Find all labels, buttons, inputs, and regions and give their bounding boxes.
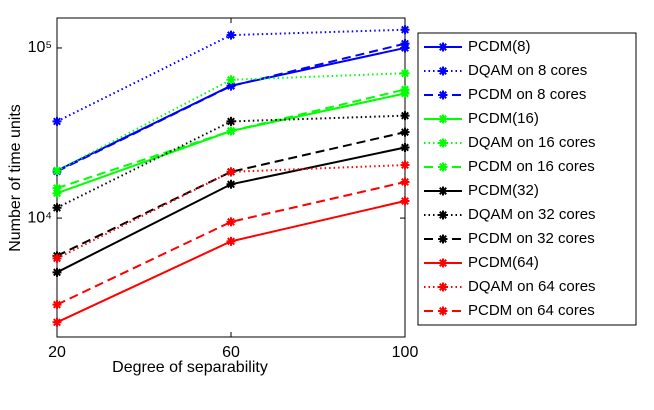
series — [52, 39, 410, 176]
legend-label: DQAM on 64 cores — [468, 278, 596, 295]
x-tick-label: 60 — [222, 344, 240, 361]
marker — [226, 179, 236, 189]
marker — [226, 75, 236, 85]
series — [52, 84, 410, 193]
series — [52, 142, 410, 277]
y-tick-label: 10⁴ — [27, 209, 52, 226]
marker — [52, 267, 62, 277]
legend-label: PCDM(64) — [468, 254, 539, 271]
marker — [52, 253, 62, 263]
legend-marker — [438, 282, 448, 292]
series-line — [56, 42, 406, 173]
x-tick-label: 20 — [48, 344, 66, 361]
legend-label: DQAM on 16 cores — [468, 134, 596, 151]
legend-marker — [438, 66, 448, 76]
legend-label: PCDM(32) — [468, 182, 539, 199]
legend-marker — [438, 114, 448, 124]
marker — [226, 217, 236, 227]
plot-area — [56, 17, 406, 338]
series-line — [56, 46, 406, 172]
series — [52, 43, 410, 176]
series — [52, 25, 410, 126]
marker — [400, 160, 410, 170]
marker — [52, 116, 62, 126]
series — [52, 177, 410, 310]
series — [52, 196, 410, 327]
series — [52, 160, 410, 263]
legend-marker — [438, 258, 448, 268]
legend-label: PCDM(16) — [468, 110, 539, 127]
legend-label: DQAM on 32 cores — [468, 206, 596, 223]
x-axis-label: Degree of separability — [112, 359, 268, 376]
legend-label: PCDM on 32 cores — [468, 230, 595, 247]
legend: PCDM(8) DQAM on 8 cores PCDM on 8 cores PCD… — [417, 32, 637, 326]
marker — [400, 84, 410, 94]
y-tick-label: 10⁵ — [28, 39, 52, 56]
marker — [52, 203, 62, 213]
marker — [400, 111, 410, 121]
legend-box — [417, 32, 637, 326]
marker — [226, 167, 236, 177]
series — [52, 68, 410, 176]
marker — [226, 81, 236, 91]
series-line — [56, 181, 406, 306]
marker — [52, 188, 62, 198]
legend-marker — [438, 42, 448, 52]
legend-label: DQAM on 8 cores — [468, 62, 587, 79]
x-tick-label: 100 — [392, 344, 419, 361]
marker — [400, 142, 410, 152]
marker — [226, 116, 236, 126]
legend-label: PCDM on 64 cores — [468, 302, 595, 319]
marker — [400, 127, 410, 137]
legend-label: PCDM(8) — [468, 38, 531, 55]
marker — [400, 68, 410, 78]
marker — [52, 166, 62, 176]
series-line — [56, 131, 406, 257]
legend-label: PCDM on 16 cores — [468, 158, 595, 175]
marker — [226, 236, 236, 246]
legend-marker — [438, 234, 448, 244]
marker — [52, 183, 62, 193]
marker — [400, 177, 410, 187]
series — [52, 111, 410, 213]
legend-label: PCDM on 8 cores — [468, 86, 586, 103]
marker — [400, 196, 410, 206]
legend-marker — [438, 138, 448, 148]
marker — [400, 25, 410, 35]
legend-marker — [438, 90, 448, 100]
marker — [400, 39, 410, 49]
marker — [226, 30, 236, 40]
y-axis-label: Number of time units — [7, 104, 24, 252]
marker — [226, 126, 236, 136]
legend-marker — [438, 306, 448, 316]
marker — [52, 300, 62, 310]
legend-marker — [438, 162, 448, 172]
legend-marker — [438, 210, 448, 220]
marker — [52, 317, 62, 327]
legend-marker — [438, 186, 448, 196]
